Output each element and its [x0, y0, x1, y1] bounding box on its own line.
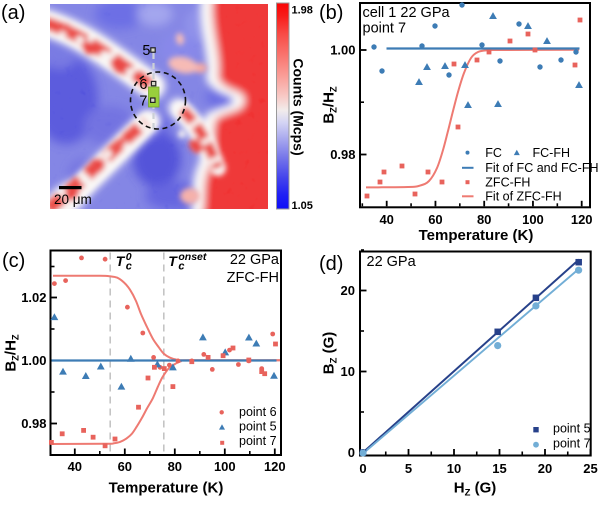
svg-text:5: 5 [405, 461, 412, 476]
svg-text:Fit of ZFC-FH: Fit of ZFC-FH [485, 190, 561, 204]
svg-text:point 5: point 5 [239, 419, 277, 433]
svg-text:1.05: 1.05 [292, 200, 313, 212]
svg-text:100: 100 [522, 212, 544, 227]
svg-text:0: 0 [126, 251, 132, 263]
svg-text:40: 40 [379, 212, 393, 227]
svg-text:ZFC-FH: ZFC-FH [227, 270, 279, 286]
svg-text:T: T [116, 253, 126, 269]
svg-text:7: 7 [139, 94, 147, 110]
svg-text:Temperature (K): Temperature (K) [419, 227, 534, 244]
svg-text:80: 80 [168, 459, 182, 474]
svg-text:Fit of FC and FC-FH: Fit of FC and FC-FH [485, 161, 598, 175]
svg-text:T: T [168, 253, 178, 269]
svg-text:25: 25 [583, 461, 597, 476]
svg-text:ZFC-FH: ZFC-FH [485, 176, 530, 190]
svg-text:20: 20 [341, 283, 355, 298]
svg-text:10: 10 [341, 364, 355, 379]
svg-text:0: 0 [348, 445, 355, 460]
svg-text:22 GPa: 22 GPa [367, 254, 417, 270]
svg-text:0.98: 0.98 [21, 416, 46, 431]
svg-text:1.02: 1.02 [21, 290, 46, 305]
svg-text:(b): (b) [319, 2, 343, 24]
svg-text:80: 80 [477, 212, 491, 227]
svg-text:BZ (G): BZ (G) [321, 332, 340, 374]
svg-text:FC: FC [485, 146, 502, 160]
svg-text:point 7: point 7 [239, 434, 277, 448]
svg-text:BZ/HZ: BZ/HZ [321, 86, 339, 124]
svg-text:1.98: 1.98 [292, 5, 313, 17]
svg-text:60: 60 [118, 459, 132, 474]
svg-text:FC-FH: FC-FH [533, 146, 571, 160]
svg-text:point 6: point 6 [239, 405, 277, 419]
svg-text:cell 1 22 GPa: cell 1 22 GPa [363, 5, 451, 21]
svg-text:0.98: 0.98 [330, 147, 355, 162]
svg-text:1.00: 1.00 [21, 353, 46, 368]
svg-text:100: 100 [214, 459, 236, 474]
svg-text:1.00: 1.00 [330, 43, 355, 58]
svg-text:120: 120 [264, 459, 286, 474]
svg-text:Temperature (K): Temperature (K) [109, 480, 224, 497]
svg-text:0: 0 [359, 461, 366, 476]
svg-text:(a): (a) [1, 2, 25, 24]
svg-text:5: 5 [142, 43, 150, 59]
svg-text:20 μm: 20 μm [54, 192, 92, 207]
svg-text:Counts (Mcps): Counts (Mcps) [291, 58, 307, 155]
svg-text:60: 60 [428, 212, 442, 227]
svg-text:120: 120 [571, 212, 593, 227]
svg-text:(c): (c) [2, 250, 25, 272]
svg-text:6: 6 [139, 77, 147, 93]
svg-text:point 7: point 7 [363, 21, 407, 37]
svg-text:BZ/HZ: BZ/HZ [3, 334, 21, 372]
svg-text:15: 15 [492, 461, 506, 476]
svg-text:40: 40 [68, 459, 82, 474]
svg-text:c: c [178, 260, 184, 272]
svg-text:HZ (G): HZ (G) [454, 480, 496, 499]
svg-text:c: c [126, 260, 132, 272]
svg-text:22 GPa: 22 GPa [230, 252, 280, 268]
svg-text:point 7: point 7 [553, 437, 591, 451]
svg-text:onset: onset [178, 251, 207, 263]
svg-text:(d): (d) [319, 253, 343, 275]
svg-text:point 5: point 5 [553, 422, 591, 436]
svg-text:20: 20 [538, 461, 552, 476]
svg-text:10: 10 [447, 461, 461, 476]
